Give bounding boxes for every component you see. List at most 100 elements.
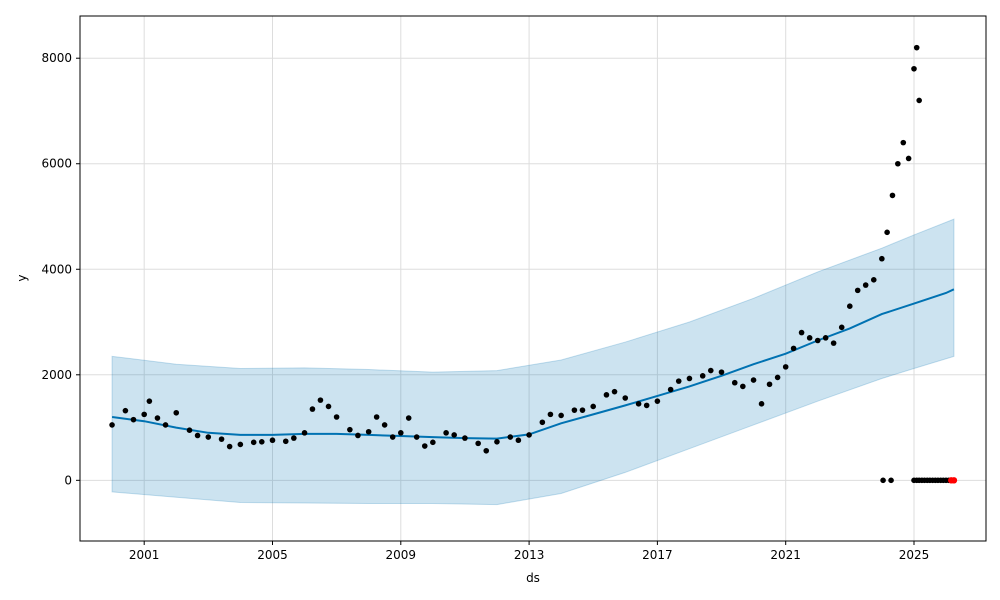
observed-point xyxy=(870,277,877,283)
forecast-line xyxy=(111,288,955,440)
observed-point xyxy=(309,406,316,412)
observed-point xyxy=(109,422,115,428)
observed-point xyxy=(173,409,180,416)
observed-point xyxy=(758,401,765,407)
y-tick-label: 2000 xyxy=(41,368,72,382)
observed-point xyxy=(282,438,289,445)
observed-point xyxy=(790,345,797,352)
observed-point xyxy=(905,155,912,162)
observed-point xyxy=(483,447,490,454)
observed-point xyxy=(317,397,324,403)
observed-point xyxy=(622,395,629,401)
observed-point xyxy=(579,407,586,413)
observed-point xyxy=(911,65,917,72)
observed-point xyxy=(707,367,714,374)
observed-point xyxy=(430,439,436,446)
observed-point xyxy=(218,436,225,442)
observed-point xyxy=(413,434,420,440)
observed-point xyxy=(699,373,706,379)
observed-point xyxy=(774,374,781,381)
observed-point xyxy=(654,398,661,404)
observed-point xyxy=(889,192,896,199)
observed-point xyxy=(913,44,920,51)
observed-point xyxy=(782,364,789,370)
observed-point xyxy=(526,432,532,438)
observed-point xyxy=(838,324,845,331)
observed-point xyxy=(494,439,500,445)
observed-point xyxy=(122,407,129,414)
observed-point xyxy=(325,403,332,410)
observed-point xyxy=(830,340,837,346)
observed-points xyxy=(109,44,958,484)
x-tick-label: 2013 xyxy=(514,548,545,562)
observed-point xyxy=(611,388,618,395)
observed-point xyxy=(822,335,829,341)
observed-point xyxy=(900,139,907,146)
observed-point xyxy=(884,229,890,236)
observed-point xyxy=(162,422,169,428)
observed-point xyxy=(515,437,522,444)
ticks: 2001 2005 2009 2013 2017 2021 2025 0 2000 4000 600… xyxy=(41,51,929,562)
observed-point xyxy=(462,435,468,441)
observed-point xyxy=(389,434,396,440)
observed-point xyxy=(421,443,428,449)
x-tick-label: 2005 xyxy=(257,548,288,562)
future-point xyxy=(950,477,958,484)
observed-point xyxy=(507,434,514,440)
y-tick-label: 4000 xyxy=(41,262,72,276)
plot-frame xyxy=(79,15,987,542)
observed-point xyxy=(814,337,821,344)
observed-point xyxy=(291,435,297,441)
observed-point xyxy=(806,335,813,341)
observed-point xyxy=(571,407,578,413)
observed-point xyxy=(355,432,361,439)
observed-point xyxy=(205,434,212,440)
observed-point xyxy=(740,383,746,390)
observed-point xyxy=(250,439,257,446)
observed-point xyxy=(237,441,244,448)
y-tick-label: 8000 xyxy=(41,51,72,65)
observed-point xyxy=(879,255,885,262)
observed-point xyxy=(558,412,564,419)
near-zero-point xyxy=(888,477,894,484)
observed-point xyxy=(141,411,147,418)
observed-point xyxy=(547,411,554,418)
forecast-line-group xyxy=(111,288,955,440)
observed-point xyxy=(895,160,901,167)
observed-point xyxy=(916,97,922,104)
observed-point xyxy=(397,430,404,436)
near-zero-point xyxy=(880,477,886,484)
y-axis-label: y xyxy=(15,274,29,281)
observed-point xyxy=(130,416,137,423)
observed-point xyxy=(718,369,725,375)
observed-point xyxy=(750,377,757,383)
observed-point xyxy=(686,375,693,382)
x-tick-label: 2009 xyxy=(386,548,417,562)
observed-point xyxy=(443,430,449,436)
x-tick-label: 2021 xyxy=(770,548,801,562)
observed-point xyxy=(226,443,233,450)
observed-point xyxy=(675,378,682,384)
observed-point xyxy=(643,402,650,409)
x-axis-label: ds xyxy=(526,571,540,585)
observed-point xyxy=(405,415,412,421)
observed-point xyxy=(186,427,193,433)
observed-point xyxy=(451,432,457,438)
observed-point xyxy=(347,426,353,433)
x-tick-label: 2001 xyxy=(129,548,160,562)
observed-point xyxy=(475,440,481,447)
observed-point xyxy=(603,392,610,398)
observed-point xyxy=(766,381,773,388)
observed-point xyxy=(373,414,380,420)
y-tick-label: 0 xyxy=(64,473,72,487)
observed-point xyxy=(194,432,201,439)
y-tick-label: 6000 xyxy=(41,157,72,171)
observed-point xyxy=(635,401,642,407)
observed-point xyxy=(269,437,276,444)
observed-point xyxy=(301,430,308,436)
observed-point xyxy=(731,379,738,386)
observed-point xyxy=(667,386,674,393)
observed-point xyxy=(154,415,161,421)
